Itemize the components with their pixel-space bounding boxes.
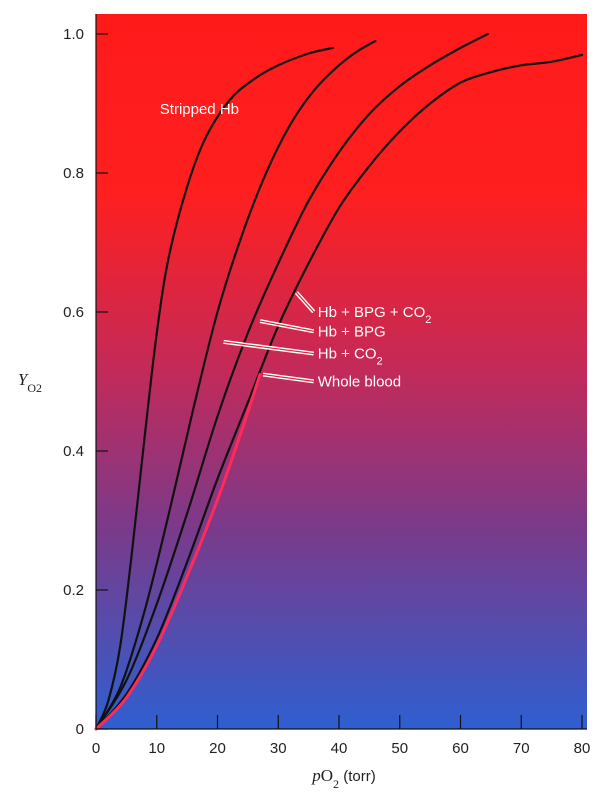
x-tick-label-60: 60 (452, 740, 469, 757)
leader-line-hb-plus-bpg (259, 319, 315, 334)
x-tick-label-10: 10 (148, 740, 165, 757)
y-tick-label-0.6: 0.6 (63, 304, 84, 321)
y-tick-label-0.4: 0.4 (63, 443, 84, 460)
curve-label-hb-plus-bpg-plus-co2: Hb + BPG + CO2 (318, 304, 432, 326)
y-tick-label-0.8: 0.8 (63, 165, 84, 182)
leader-line-hb-plus-bpg-plus-co2 (294, 291, 316, 314)
series-line-hb-plus-bpg-plus-co2 (94, 53, 584, 731)
y-tick-label-1.0: 1.0 (63, 26, 84, 43)
y-tick-label-0.2: 0.2 (63, 582, 84, 599)
curve-label-hb-plus-co2: Hb + CO2 (318, 346, 383, 368)
series-line-stripped-hb (94, 46, 334, 731)
series-line-hb-plus-bpg (94, 39, 377, 731)
curve-label-stripped-hb: Stripped Hb (160, 101, 239, 118)
y-tick-label-0: 0 (76, 721, 84, 738)
x-tick-label-50: 50 (391, 740, 408, 757)
x-tick-label-30: 30 (270, 740, 287, 757)
series-line-whole-blood (94, 373, 262, 731)
series-line-hb-plus-co2 (94, 32, 489, 731)
leader-line-hb-plus-co2 (223, 339, 314, 356)
x-axis-title: pO2 (torr) (311, 766, 375, 791)
curve-label-whole-blood: Whole blood (318, 373, 401, 390)
x-tick-label-0: 0 (92, 740, 100, 757)
x-tick-label-40: 40 (331, 740, 348, 757)
y-axis-title: YO2 (18, 370, 42, 395)
curve-label-hb-plus-bpg: Hb + BPG (318, 323, 386, 340)
x-tick-label-80: 80 (574, 740, 591, 757)
leader-line-whole-blood (262, 372, 315, 384)
plot-background (96, 14, 587, 729)
x-tick-label-20: 20 (209, 740, 226, 757)
x-tick-label-70: 70 (513, 740, 530, 757)
